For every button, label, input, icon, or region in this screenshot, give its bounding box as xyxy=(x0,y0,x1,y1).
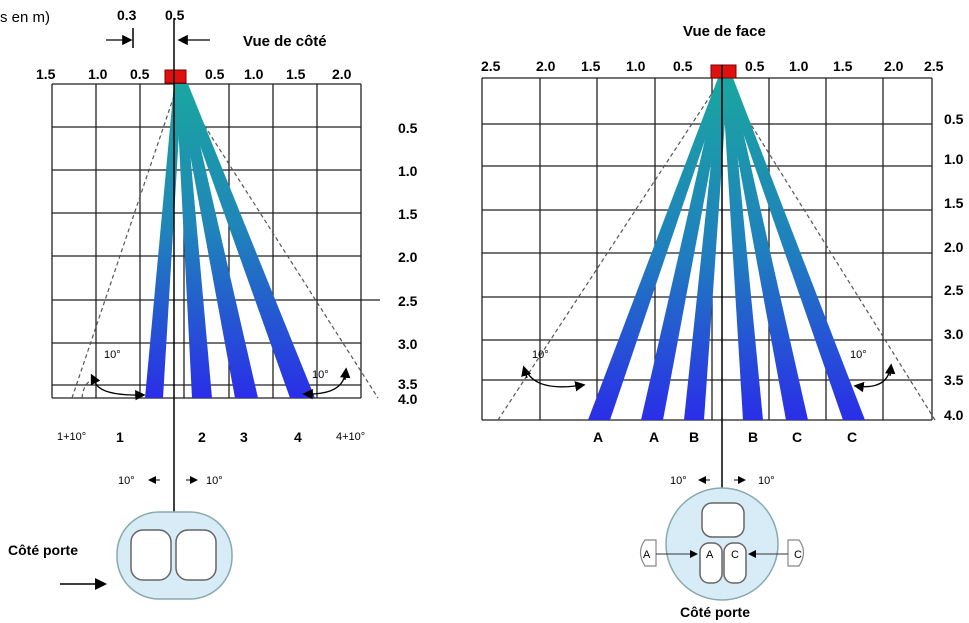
side-angle-arrow-right-up xyxy=(340,367,351,381)
front-top-tick: 2.5 xyxy=(924,58,944,74)
side-top-tick: 2.0 xyxy=(332,66,352,82)
front-view: Vue de face 2.5 2.0 1.5 1.0 0.5 0.5 1.0 … xyxy=(481,23,964,620)
front-right-tick: 1.5 xyxy=(944,195,964,211)
side-angle-arrow-left xyxy=(94,381,146,401)
front-top-tick: 2.0 xyxy=(536,58,556,74)
side-beam xyxy=(176,84,212,398)
front-angle-arrow-right xyxy=(853,369,891,393)
units-label: s en m) xyxy=(0,9,50,26)
side-top-tick: 1.0 xyxy=(244,66,264,82)
front-beam xyxy=(588,78,726,420)
front-top-tick: 2.5 xyxy=(481,58,501,74)
side-top-ticks: 1.5 1.0 0.5 0.5 1.0 1.5 2.0 xyxy=(36,66,352,82)
side-right-tick: 3.0 xyxy=(398,336,418,352)
side-top-tick: 1.0 xyxy=(88,66,108,82)
front-door-label: Côté porte xyxy=(680,604,750,620)
front-right-tick: 4.0 xyxy=(944,407,964,423)
side-angle-right: 10° xyxy=(312,369,329,381)
front-right-tick: 3.5 xyxy=(944,372,964,388)
side-beam-label: 4 xyxy=(294,429,302,445)
side-view-title: Vue de côté xyxy=(243,33,327,50)
side-right-tick: 4.0 xyxy=(398,391,418,407)
side-edge-label-left: 1+10° xyxy=(57,431,86,443)
front-right-tick: 0.5 xyxy=(944,111,964,127)
side-beam xyxy=(177,84,258,398)
side-dashed-right xyxy=(177,83,379,399)
side-rotation-right: 10° xyxy=(206,475,223,487)
side-rotation-left: 10° xyxy=(118,475,135,487)
side-top-tick: 0.5 xyxy=(205,66,225,82)
front-angle-left: 10° xyxy=(532,349,549,361)
front-right-tick: 1.0 xyxy=(944,151,964,167)
front-rotation-left: 10° xyxy=(670,475,687,487)
side-right-tick: 3.5 xyxy=(398,376,418,392)
side-beam-label: 2 xyxy=(198,429,206,445)
front-top-tick: 1.5 xyxy=(581,58,601,74)
front-rotation-right: 10° xyxy=(758,475,775,487)
front-right-ticks: 0.5 1.0 1.5 2.0 2.5 3.0 3.5 4.0 xyxy=(944,111,964,423)
front-top-ticks: 2.5 2.0 1.5 1.0 0.5 0.5 1.0 1.5 2.0 2.5 xyxy=(481,58,944,74)
front-beam-label: B xyxy=(689,429,699,445)
front-right-tick: 2.5 xyxy=(944,282,964,298)
front-sensor-letter: C xyxy=(731,549,739,561)
front-beam xyxy=(684,78,728,420)
front-sensor-letter: A xyxy=(706,549,714,561)
front-angle-right: 10° xyxy=(850,349,867,361)
side-right-tick: 1.5 xyxy=(398,206,418,222)
side-right-tick: 0.5 xyxy=(398,120,418,136)
side-edge-label-right: 4+10° xyxy=(336,431,365,443)
front-beam-label: C xyxy=(847,429,857,445)
side-right-tick: 2.5 xyxy=(398,293,418,309)
side-sensor-body xyxy=(116,511,233,600)
side-beam-label: 1 xyxy=(116,429,124,445)
front-sensor-letter: A xyxy=(643,549,651,561)
side-beam xyxy=(178,84,315,398)
front-beam xyxy=(641,78,727,420)
side-angle-left: 10° xyxy=(104,349,121,361)
front-angle-arrow-left-up xyxy=(521,365,532,379)
front-top-tick: 0.5 xyxy=(673,58,693,74)
front-beam-label: B xyxy=(748,429,758,445)
side-sensor xyxy=(164,69,187,84)
side-beams xyxy=(145,84,315,398)
front-top-tick: 2.0 xyxy=(884,58,904,74)
front-beams xyxy=(588,78,865,420)
front-right-tick: 3.0 xyxy=(944,326,964,342)
side-top-tick: 1.5 xyxy=(36,66,56,82)
front-beam xyxy=(724,78,865,420)
offset-label-left: 0.3 xyxy=(117,7,137,23)
offset-label-right: 0.5 xyxy=(165,7,185,23)
front-beam xyxy=(723,78,808,420)
front-sensor-body xyxy=(639,487,805,601)
side-view: Vue de côté 0.3 0.5 1.5 1.0 0.5 0.5 1.0 … xyxy=(8,7,418,600)
side-right-tick: 1.0 xyxy=(398,163,418,179)
side-right-ticks: 0.5 1.0 1.5 2.0 2.5 3.0 3.5 4.0 xyxy=(398,120,418,407)
front-angle-arrow-right-up xyxy=(885,363,896,377)
side-dashed-left xyxy=(71,83,179,399)
side-top-tick: 1.5 xyxy=(286,66,306,82)
front-top-tick: 1.0 xyxy=(789,58,809,74)
front-top-tick: 0.5 xyxy=(745,58,765,74)
side-beam xyxy=(145,84,182,398)
front-right-tick: 2.0 xyxy=(944,239,964,255)
front-top-tick: 1.0 xyxy=(626,58,646,74)
side-beam-label: 3 xyxy=(240,429,248,445)
front-view-title: Vue de face xyxy=(683,23,766,40)
side-dashed-edge-left xyxy=(81,379,96,399)
front-beam xyxy=(722,78,763,420)
front-sensor xyxy=(710,64,737,79)
side-right-tick: 2.0 xyxy=(398,249,418,265)
front-dashed-left xyxy=(497,77,723,421)
front-beam-label: C xyxy=(792,429,802,445)
side-angle-arrow-left-up xyxy=(90,373,101,386)
front-beam-label: A xyxy=(593,429,603,445)
front-top-tick: 1.5 xyxy=(833,58,853,74)
side-top-tick: 0.5 xyxy=(130,66,150,82)
front-sensor-letter: C xyxy=(794,549,802,561)
side-door-label: Côté porte xyxy=(8,542,78,558)
front-beam-label: A xyxy=(649,429,659,445)
